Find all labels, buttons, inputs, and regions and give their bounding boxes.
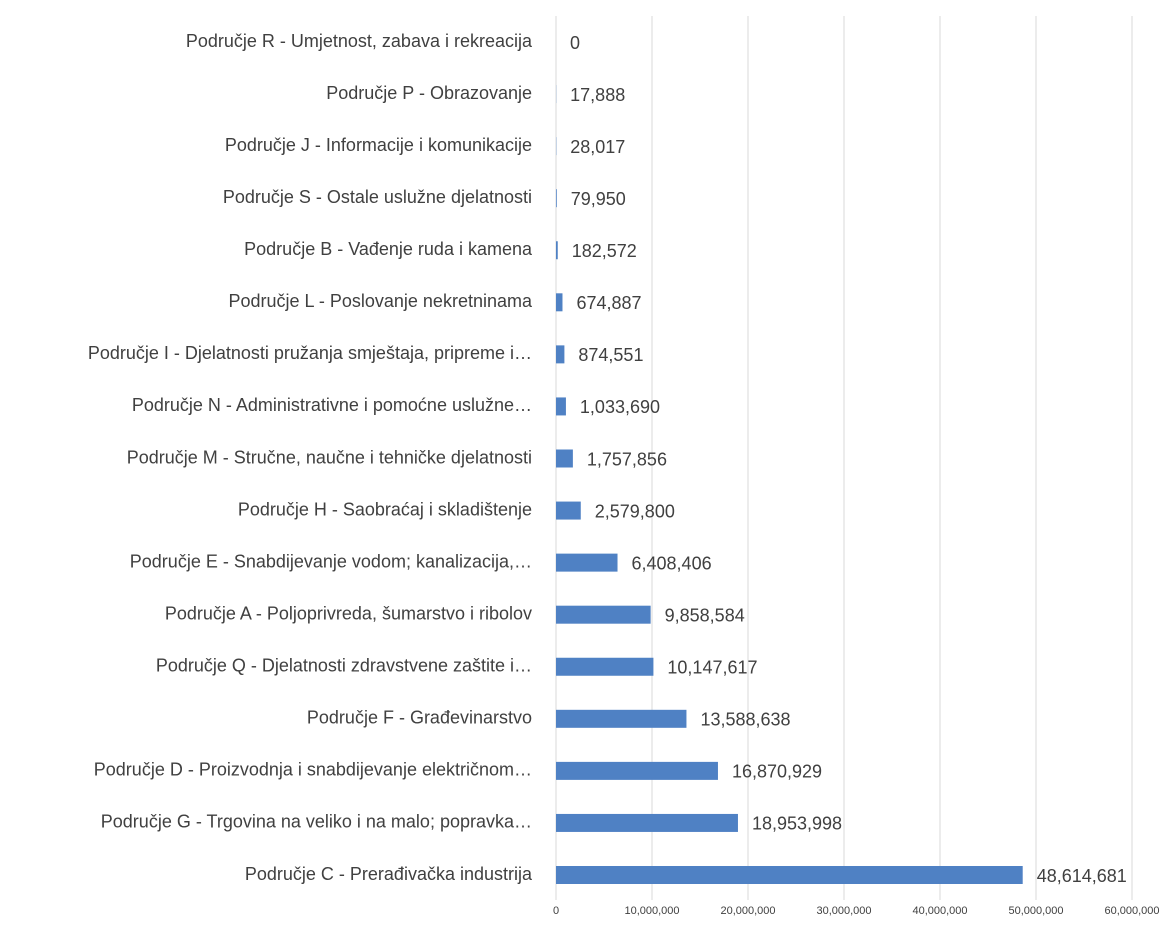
bar <box>556 345 565 364</box>
bar <box>556 449 573 468</box>
value-label: 17,888 <box>570 85 625 105</box>
bar <box>556 241 558 260</box>
category-label: Područje Q - Djelatnosti zdravstvene zaš… <box>156 656 532 676</box>
bar <box>556 657 654 676</box>
value-label: 0 <box>570 33 580 53</box>
category-label: Područje P - Obrazovanje <box>326 83 532 103</box>
value-label: 874,551 <box>578 345 643 365</box>
category-label: Područje E - Snabdijevanje vodom; kanali… <box>130 551 532 571</box>
bar <box>556 709 687 728</box>
x-tick-label: 20,000,000 <box>720 905 775 917</box>
category-label: Područje J - Informacije i komunikacije <box>225 135 532 155</box>
value-label: 13,588,638 <box>700 710 790 730</box>
category-label: Područje H - Saobraćaj i skladištenje <box>238 499 532 519</box>
value-label: 9,858,584 <box>665 605 745 625</box>
value-label: 10,147,617 <box>667 658 757 678</box>
category-label: Područje C - Prerađivačka industrija <box>245 864 533 884</box>
bar <box>556 866 1023 884</box>
category-label: Područje N - Administrativne i pomoćne u… <box>132 395 532 415</box>
x-tick-label: 0 <box>553 905 559 917</box>
value-label: 1,757,856 <box>587 449 667 469</box>
bar <box>556 397 566 416</box>
value-label: 2,579,800 <box>595 501 675 521</box>
x-tick-label: 50,000,000 <box>1008 905 1063 917</box>
value-label: 18,953,998 <box>752 814 842 834</box>
category-label: Područje G - Trgovina na veliko i na mal… <box>101 812 532 832</box>
value-label: 1,033,690 <box>580 397 660 417</box>
value-label: 48,614,681 <box>1037 866 1127 886</box>
value-label: 6,408,406 <box>632 553 712 573</box>
value-label: 28,017 <box>570 137 625 157</box>
category-label: Područje S - Ostale uslužne djelatnosti <box>223 187 532 207</box>
bar <box>556 293 563 312</box>
bar <box>556 501 581 520</box>
bar <box>556 553 618 572</box>
x-tick-label: 30,000,000 <box>816 905 871 917</box>
value-label: 79,950 <box>571 189 626 209</box>
value-label: 16,870,929 <box>732 762 822 782</box>
x-tick-label: 60,000,000 <box>1104 905 1159 917</box>
value-label: 182,572 <box>572 241 637 261</box>
category-label: Područje R - Umjetnost, zabava i rekreac… <box>186 31 533 51</box>
category-label: Područje L - Poslovanje nekretninama <box>228 291 532 311</box>
bar <box>556 813 738 832</box>
category-label: Područje I - Djelatnosti pružanja smješt… <box>88 343 532 363</box>
bar <box>556 761 718 780</box>
category-label: Područje D - Proizvodnja i snabdijevanje… <box>94 760 532 780</box>
x-tick-label: 40,000,000 <box>912 905 967 917</box>
category-label: Područje M - Stručne, naučne i tehničke … <box>127 447 532 467</box>
category-label: Područje A - Poljoprivreda, šumarstvo i … <box>165 603 532 623</box>
bar <box>556 189 557 208</box>
bar <box>556 605 651 624</box>
x-tick-label: 10,000,000 <box>624 905 679 917</box>
category-label: Područje B - Vađenje ruda i kamena <box>244 239 533 259</box>
category-label: Područje F - Građevinarstvo <box>307 708 532 728</box>
value-label: 674,887 <box>576 293 641 313</box>
